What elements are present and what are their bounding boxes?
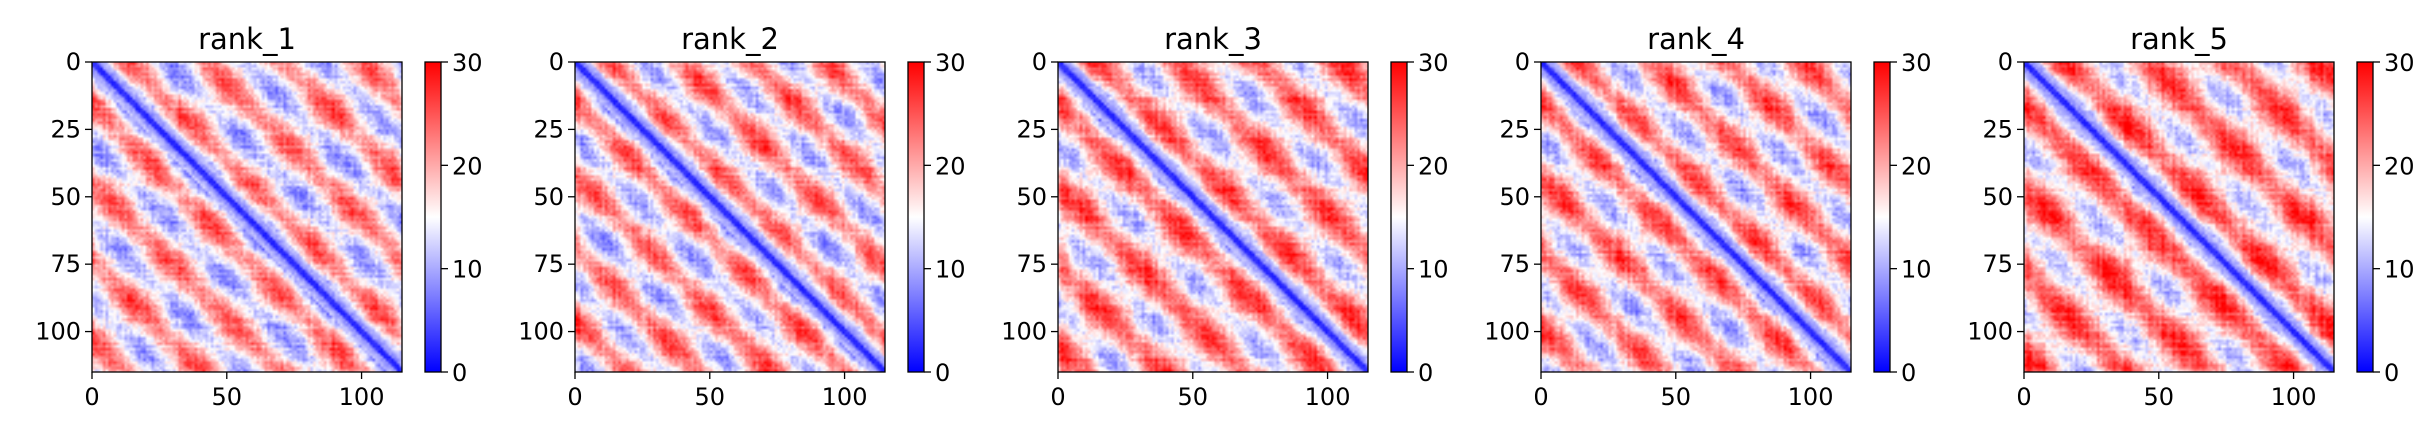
colorbar: [1390, 61, 1408, 373]
y-tick-label: 25: [1016, 115, 1047, 143]
heatmap-image: [1058, 62, 1368, 372]
subplot-title: rank_5: [2130, 22, 2228, 56]
colorbar-tick-label: 20: [2384, 152, 2415, 180]
colorbar-tick-label: 10: [1901, 256, 1932, 284]
plot-frame: [1057, 61, 1369, 373]
colorbar-tick-label: 20: [935, 152, 966, 180]
colorbar-tick-label: 30: [2384, 49, 2415, 77]
x-tick-label: 100: [339, 383, 385, 411]
colorbar-tick-label: 30: [1418, 49, 1449, 77]
subplot-3: rank_3 0 50 100 0 25 50 75 100 0 10 20 30: [1001, 22, 1448, 411]
subplot-2: rank_2 0 50 100 0 25 50 75 100 0 10 20 30: [518, 22, 965, 411]
y-tick-label: 75: [50, 250, 81, 278]
y-tick-label: 50: [1499, 183, 1530, 211]
colorbar-tick-label: 30: [935, 49, 966, 77]
colorbar-tick-label: 10: [452, 256, 483, 284]
y-tick-label: 25: [1499, 115, 1530, 143]
y-tick-label: 75: [533, 250, 564, 278]
heatmap-image: [575, 62, 885, 372]
heatmap-image: [2024, 62, 2334, 372]
y-tick-label: 75: [1016, 250, 1047, 278]
x-tick-label: 0: [567, 383, 582, 411]
y-tick-label: 25: [1982, 115, 2013, 143]
colorbar-tick-label: 20: [1418, 152, 1449, 180]
y-tick-label: 0: [1515, 48, 1530, 76]
heatmap-image: [1541, 62, 1851, 372]
colorbar-tick-label: 0: [1418, 359, 1433, 387]
colorbar: [907, 61, 925, 373]
y-tick-label: 50: [1982, 183, 2013, 211]
x-tick-label: 100: [2271, 383, 2317, 411]
subplot-title: rank_3: [1164, 22, 1262, 56]
y-tick-label: 50: [50, 183, 81, 211]
y-tick-label: 100: [35, 318, 81, 346]
subplot-title: rank_2: [681, 22, 779, 56]
colorbar: [1873, 61, 1891, 373]
y-tick-label: 75: [1982, 250, 2013, 278]
x-tick-label: 50: [1661, 383, 1692, 411]
colorbar-tick-label: 30: [452, 49, 483, 77]
plot-frame: [1540, 61, 1852, 373]
y-tick-label: 100: [1967, 318, 2013, 346]
y-tick-label: 100: [1001, 318, 1047, 346]
colorbar-tick-label: 10: [1418, 256, 1449, 284]
y-tick-label: 0: [1998, 48, 2013, 76]
x-tick-label: 50: [695, 383, 726, 411]
x-tick-label: 100: [1305, 383, 1351, 411]
colorbar-tick-label: 0: [452, 359, 467, 387]
plot-frame: [574, 61, 886, 373]
colorbar-tick-label: 10: [2384, 256, 2415, 284]
y-tick-label: 75: [1499, 250, 1530, 278]
x-tick-label: 0: [1533, 383, 1548, 411]
x-tick-label: 100: [822, 383, 868, 411]
colorbar-tick-label: 0: [2384, 359, 2399, 387]
colorbar: [2356, 61, 2374, 373]
x-tick-label: 50: [1178, 383, 1209, 411]
plot-frame: [91, 61, 403, 373]
y-tick-label: 0: [66, 48, 81, 76]
subplot-title: rank_4: [1647, 22, 1745, 56]
colorbar-tick-label: 10: [935, 256, 966, 284]
subplot-title: rank_1: [198, 22, 296, 56]
x-tick-label: 50: [212, 383, 243, 411]
colorbar-tick-label: 0: [1901, 359, 1916, 387]
colorbar-tick-label: 20: [1901, 152, 1932, 180]
x-tick-label: 50: [2144, 383, 2175, 411]
plot-frame: [2023, 61, 2335, 373]
subplot-5: rank_5 0 50 100 0 25 50 75 100 0 10 20 30: [1967, 22, 2414, 411]
y-tick-label: 0: [1032, 48, 1047, 76]
y-tick-label: 50: [1016, 183, 1047, 211]
x-tick-label: 0: [84, 383, 99, 411]
colorbar-tick-label: 0: [935, 359, 950, 387]
y-tick-label: 25: [533, 115, 564, 143]
heatmap-image: [92, 62, 402, 372]
subplot-4: rank_4 0 50 100 0 25 50 75 100 0 10 20 30: [1484, 22, 1931, 411]
y-tick-label: 100: [1484, 318, 1530, 346]
subplot-1: rank_1 0 50 100 0 25 50 75 100 0 10 20 30: [35, 22, 482, 411]
y-tick-label: 100: [518, 318, 564, 346]
colorbar-tick-label: 20: [452, 152, 483, 180]
x-tick-label: 0: [2016, 383, 2031, 411]
y-tick-label: 50: [533, 183, 564, 211]
y-tick-label: 0: [549, 48, 564, 76]
colorbar-tick-label: 30: [1901, 49, 1932, 77]
x-tick-label: 0: [1050, 383, 1065, 411]
y-tick-label: 25: [50, 115, 81, 143]
colorbar: [424, 61, 442, 373]
x-tick-label: 100: [1788, 383, 1834, 411]
